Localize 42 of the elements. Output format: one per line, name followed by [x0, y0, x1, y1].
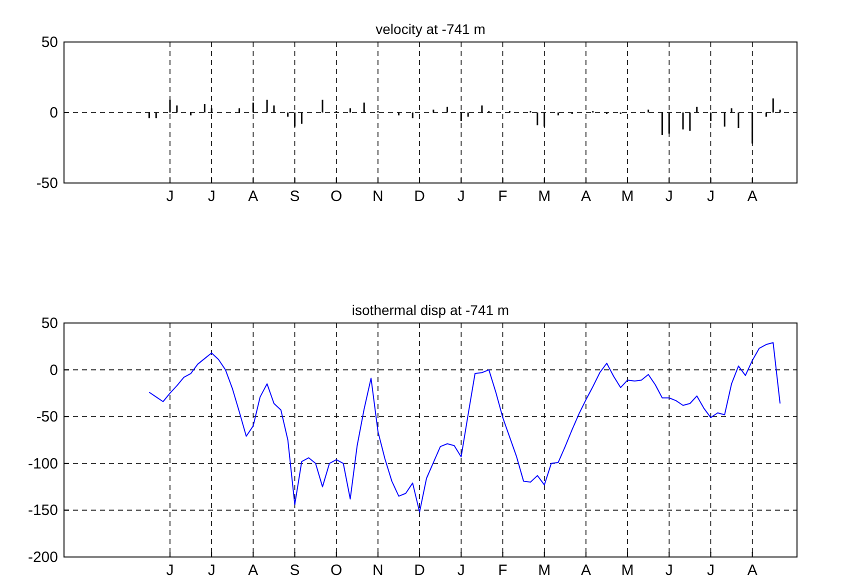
- x-tick-label: A: [248, 188, 258, 205]
- x-tick-label: J: [208, 188, 216, 205]
- x-tick-label: D: [414, 562, 426, 579]
- x-tick-label: D: [414, 188, 426, 205]
- x-tick-label: M: [621, 562, 634, 579]
- y-tick-label: 0: [50, 362, 58, 379]
- x-tick-label: J: [166, 188, 174, 205]
- y-tick-label: 50: [41, 34, 58, 51]
- line-series: [148, 342, 781, 513]
- y-tick-label: -100: [28, 455, 58, 472]
- x-tick-label: J: [457, 188, 465, 205]
- x-tick-label: S: [290, 188, 300, 205]
- x-tick-label: O: [330, 188, 342, 205]
- y-tick-label: -150: [28, 502, 58, 520]
- x-tick-label: A: [580, 188, 591, 205]
- x-tick-label: J: [166, 562, 174, 579]
- x-tick-label: A: [580, 562, 591, 579]
- x-tick-label: M: [538, 188, 551, 205]
- x-tick-label: J: [665, 188, 673, 205]
- y-tick-label: 0: [50, 104, 58, 122]
- y-tick-label: -50: [36, 408, 58, 426]
- y-tick-label: 50: [41, 315, 58, 332]
- x-tick-label: F: [498, 562, 508, 579]
- x-tick-label: A: [747, 188, 758, 205]
- x-tick-label: F: [498, 188, 508, 205]
- x-tick-label: J: [706, 188, 714, 205]
- x-tick-label: J: [457, 562, 465, 579]
- x-tick-label: M: [538, 562, 551, 579]
- y-tick-label: -200: [28, 549, 58, 566]
- y-tick-label: -50: [36, 175, 58, 192]
- x-tick-label: A: [248, 562, 258, 579]
- x-tick-label: N: [372, 188, 384, 205]
- chart-title: isothermal disp at -741 m: [352, 302, 510, 318]
- x-tick-label: S: [290, 562, 300, 579]
- x-tick-label: O: [330, 562, 342, 579]
- x-tick-label: J: [665, 562, 673, 579]
- x-tick-label: M: [621, 188, 634, 205]
- x-tick-label: N: [372, 562, 384, 579]
- x-tick-label: J: [208, 562, 216, 579]
- x-tick-label: J: [706, 562, 714, 579]
- x-tick-label: A: [747, 562, 758, 579]
- chart-title: velocity at -741 m: [376, 21, 486, 37]
